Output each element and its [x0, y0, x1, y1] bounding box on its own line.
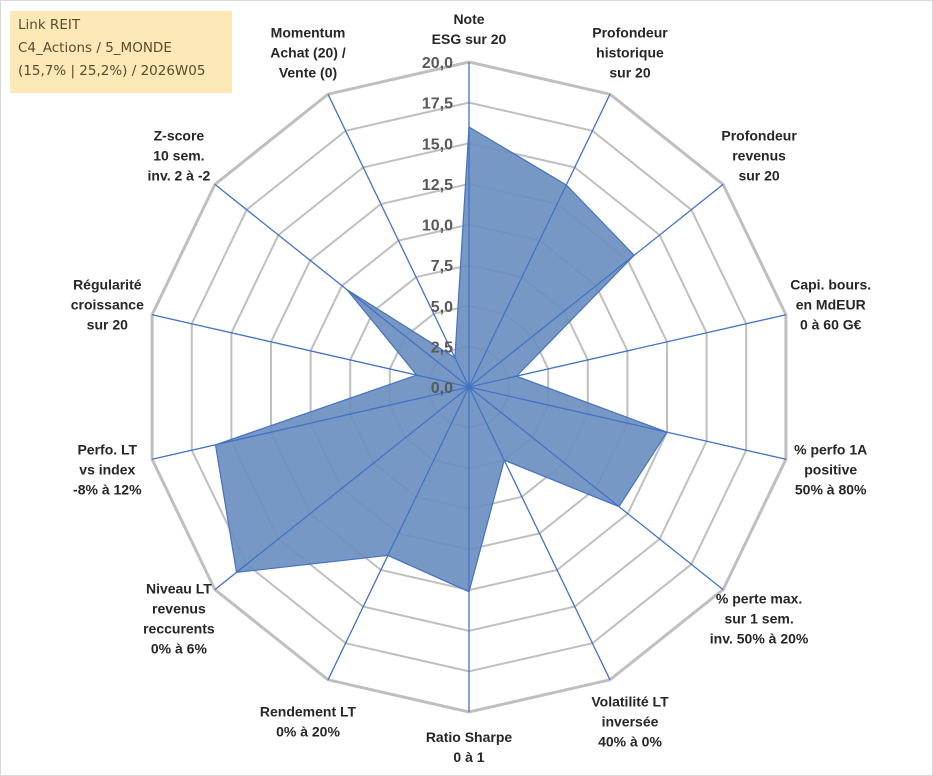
tick-label: 20,0 — [422, 55, 453, 72]
axis-label-line: Profondeur — [721, 128, 797, 144]
axis-label-line: % perte max. — [716, 590, 802, 606]
axis-spoke — [214, 183, 470, 388]
axis-label-line: reccurents — [143, 620, 215, 636]
axis-label-line: 0 à 60 G€ — [800, 316, 862, 332]
axis-label: % perte max. sur 1 sem. inv. 50% à 20% — [710, 590, 809, 646]
axis-label-line: Capi. bours. — [790, 276, 871, 292]
axis-label-line: en MdEUR — [796, 296, 866, 312]
axis-label-line: -8% à 12% — [73, 482, 142, 498]
axis-label-line: inversée — [602, 713, 659, 729]
axis-label: Profondeur revenus sur 20 — [721, 128, 797, 184]
axis-label: % perfo 1A positive 50% à 80% — [794, 442, 867, 498]
axis-label-line: 0 à 1 — [453, 749, 484, 765]
tick-label: 12,5 — [422, 177, 453, 194]
axis-label-line: Momentum — [271, 25, 346, 41]
axis-label: Note ESG sur 20 — [432, 11, 507, 47]
info-box-stats: (15,7% | 25,2%) / 2026W05 — [18, 63, 206, 79]
axis-spoke — [468, 386, 611, 681]
axis-label-line: revenus — [732, 148, 786, 164]
axis-label: Momentum Achat (20) / Vente (0) — [270, 25, 346, 81]
axis-label: Profondeur historique sur 20 — [592, 25, 668, 81]
axis-label: Ratio Sharpe 0 à 1 — [426, 729, 513, 765]
axis-label: Régularité croissance sur 20 — [71, 276, 144, 332]
axis-spoke — [327, 386, 470, 681]
tick-label: 7,5 — [431, 258, 453, 275]
axis-spoke — [151, 386, 470, 460]
axis-label-line: inv. 50% à 20% — [710, 630, 809, 646]
tick-label: 15,0 — [422, 136, 453, 153]
axis-label-line: Achat (20) / — [270, 45, 346, 61]
axis-label-line: revenus — [152, 600, 206, 616]
axis-label-line: Vente (0) — [279, 65, 337, 81]
axis-spoke — [151, 314, 470, 388]
axis-label-line: sur 20 — [738, 168, 779, 184]
axis-label-line: sur 20 — [87, 316, 128, 332]
axis-label-line: sur 1 sem. — [724, 610, 793, 626]
axis-label-line: % perfo 1A — [794, 442, 867, 458]
series-area — [214, 125, 668, 593]
tick-label: 0,0 — [431, 380, 453, 397]
axis-label-line: Note — [453, 11, 484, 27]
axis-spoke — [468, 386, 787, 460]
axis-label: Rendement LT 0% à 20% — [260, 703, 357, 739]
axis-spoke — [214, 386, 470, 591]
axis-label-line: ESG sur 20 — [432, 31, 507, 47]
info-box-title: Link REIT — [18, 17, 81, 33]
axis-label-line: 10 sem. — [153, 148, 204, 164]
info-box: Link REIT C4_Actions / 5_MONDE (15,7% | … — [10, 11, 232, 93]
axis-label-line: Profondeur — [592, 25, 668, 41]
axis-label-line: inv. 2 à -2 — [148, 168, 211, 184]
tick-label: 5,0 — [431, 299, 453, 316]
tick-label: 10,0 — [422, 218, 453, 235]
axis-label-line: 50% à 80% — [795, 482, 867, 498]
axis-label-line: historique — [596, 45, 664, 61]
tick-label: 17,5 — [422, 96, 453, 113]
axis-label: Capi. bours. en MdEUR 0 à 60 G€ — [790, 276, 871, 332]
axis-label-line: 0% à 20% — [276, 723, 340, 739]
axis-label: Niveau LT revenus reccurents 0% à 6% — [143, 580, 215, 656]
axis-label-line: Z-score — [154, 128, 205, 144]
info-box-category: C4_Actions / 5_MONDE — [18, 40, 172, 56]
axis-spoke — [468, 314, 787, 388]
axis-label-line: sur 20 — [609, 65, 650, 81]
axis-spoke — [468, 386, 724, 591]
axis-label: Z-score 10 sem. inv. 2 à -2 — [148, 128, 211, 184]
axis-label-line: vs index — [79, 462, 135, 478]
tick-label: 2,5 — [431, 339, 453, 356]
axis-label-line: Régularité — [73, 276, 142, 292]
axis-label-line: Perfo. LT — [77, 442, 137, 458]
axis-label-line: positive — [804, 462, 857, 478]
axis-label: Perfo. LT vs index -8% à 12% — [73, 442, 142, 498]
axis-spoke — [468, 183, 724, 388]
axis-label-line: Rendement LT — [260, 703, 357, 719]
axis-spoke — [327, 93, 470, 388]
axis-label-line: Volatilité LT — [591, 693, 669, 709]
axis-label-line: croissance — [71, 296, 144, 312]
axis-label-line: Niveau LT — [146, 580, 212, 596]
axis-label-line: 0% à 6% — [151, 640, 208, 656]
axis-label-line: Ratio Sharpe — [426, 729, 513, 745]
axis-label: Volatilité LT inversée 40% à 0% — [591, 693, 669, 749]
axis-spoke — [468, 93, 611, 388]
axis-label-line: 40% à 0% — [598, 733, 662, 749]
